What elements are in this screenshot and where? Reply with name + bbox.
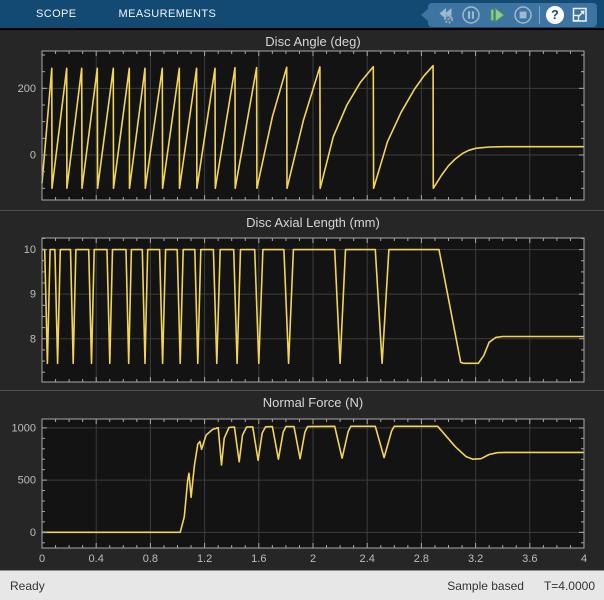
svg-text:200: 200: [18, 83, 36, 95]
undock-button[interactable]: [570, 5, 590, 25]
status-ready-text: Ready: [10, 578, 45, 593]
chart-title-disc-angle: Disc Angle (deg): [265, 34, 361, 49]
svg-text:2: 2: [310, 553, 316, 565]
disc-axial-length-plot: 8 9 10: [24, 237, 585, 383]
help-button[interactable]: ?: [546, 6, 564, 24]
svg-text:1.2: 1.2: [197, 553, 212, 565]
svg-text:0: 0: [30, 527, 36, 539]
svg-text:0: 0: [30, 150, 36, 162]
svg-text:9: 9: [30, 289, 36, 301]
help-question-icon: ?: [551, 8, 559, 22]
svg-text:10: 10: [24, 244, 36, 256]
step-forward-icon: [490, 7, 505, 23]
svg-text:2.4: 2.4: [360, 553, 375, 565]
step-back-button[interactable]: [435, 5, 455, 25]
svg-text:8: 8: [30, 333, 36, 345]
toolbar-separator: [539, 6, 540, 24]
svg-text:1000: 1000: [12, 422, 36, 434]
tab-scope[interactable]: SCOPE: [36, 8, 77, 20]
tab-measurements[interactable]: MEASUREMENTS: [118, 8, 217, 20]
chart-panel-normal-force: Normal Force (N) 0 500 1000 0 0.4 0.8 1.2 1.6 2 2…: [0, 390, 604, 570]
pause-icon: [462, 6, 480, 24]
svg-text:0: 0: [39, 553, 45, 565]
toolstrip: SCOPE MEASUREMENTS: [0, 0, 604, 30]
svg-text:4: 4: [581, 553, 587, 565]
simulation-quick-access-panel: ?: [421, 3, 597, 27]
svg-text:3.6: 3.6: [522, 553, 537, 565]
svg-text:3.2: 3.2: [468, 553, 483, 565]
pause-button[interactable]: [461, 5, 481, 25]
svg-text:0.4: 0.4: [89, 553, 104, 565]
simulation-time-text: T=4.0000: [543, 578, 595, 593]
svg-text:0.8: 0.8: [143, 553, 158, 565]
step-back-gear-icon: [439, 8, 454, 24]
normal-force-plot: 0 500 1000 0 0.4 0.8 1.2 1.6 2 2.4 2.8 3.2 3.6 4: [12, 418, 587, 565]
status-bar: Ready Sample based T=4.0000: [0, 570, 604, 600]
sample-mode-text: Sample based: [447, 578, 524, 593]
svg-text:1.6: 1.6: [251, 553, 266, 565]
collapse-chevron-icon[interactable]: [421, 8, 429, 22]
chart-panel-disc-angle: Disc Angle (deg) 0 200: [0, 30, 604, 210]
stop-icon: [514, 6, 532, 24]
chart-title-disc-axial-length: Disc Axial Length (mm): [246, 215, 380, 230]
step-forward-button[interactable]: [487, 5, 507, 25]
chart-title-normal-force: Normal Force (N): [262, 395, 364, 410]
disc-angle-plot: 0 200: [18, 50, 585, 201]
chart-panel-disc-axial-length: Disc Axial Length (mm) 8 9 10: [0, 210, 604, 390]
scope-display-area: Disc Angle (deg) 0 200 Disc Axial Length …: [0, 30, 604, 570]
svg-text:2.8: 2.8: [414, 553, 429, 565]
svg-text:500: 500: [18, 475, 36, 487]
stop-button[interactable]: [513, 5, 533, 25]
undock-icon: [572, 7, 587, 22]
